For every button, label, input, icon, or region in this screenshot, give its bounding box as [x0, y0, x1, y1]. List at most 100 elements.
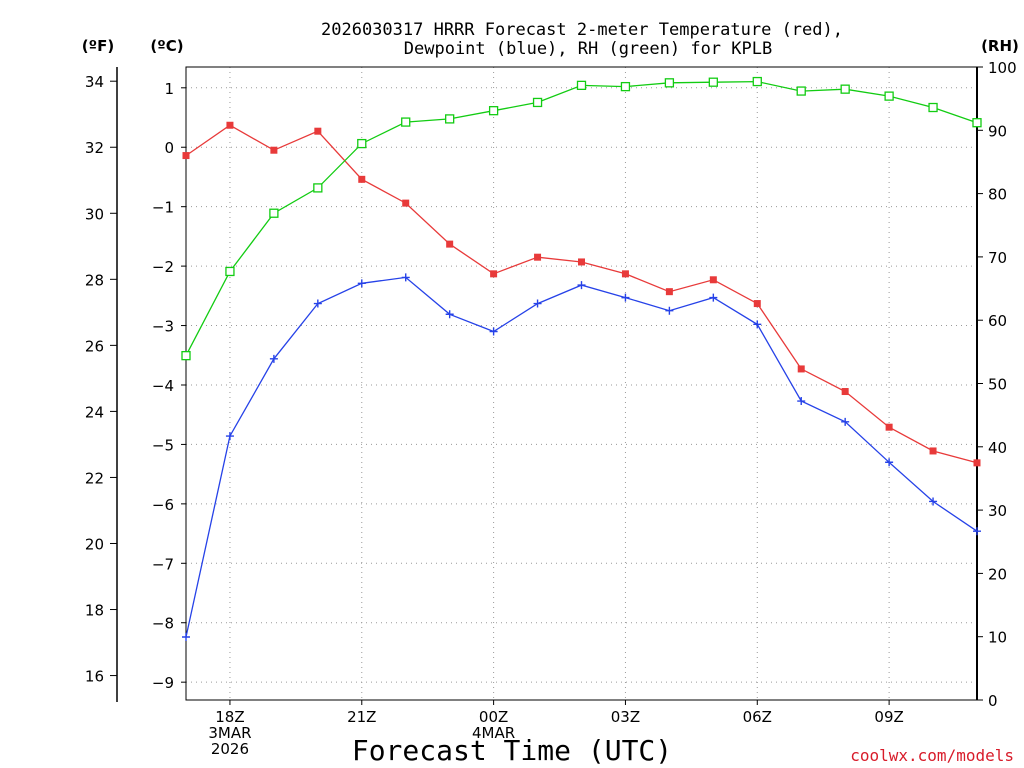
- x-tick-label: 18Z: [215, 708, 244, 726]
- x-tick-label: 21Z: [347, 708, 376, 726]
- grid-lines: [186, 67, 977, 700]
- celsius-tick-label: −3: [152, 318, 174, 336]
- rh-point: [840, 84, 850, 94]
- fahrenheit-tick-label: 22: [85, 469, 104, 487]
- rh-point: [576, 80, 587, 91]
- dewpoint-point: [489, 327, 498, 336]
- 2-meter-temperature-point: [490, 270, 498, 278]
- 2-meter-temperature-point: [578, 258, 585, 266]
- 2-meter-temperature-point: [841, 388, 849, 396]
- plot-area-frame: [185, 66, 978, 701]
- fahrenheit-tick-label: 24: [85, 403, 104, 421]
- dewpoint-point: [797, 397, 806, 406]
- rh-tick-label: 0: [988, 692, 998, 710]
- fahrenheit-unit-label: (ºF): [82, 37, 114, 55]
- dewpoint-point: [885, 458, 894, 467]
- rh-point: [752, 76, 762, 87]
- rh-unit-label: (RH): [981, 37, 1019, 55]
- rh-tick-label: 90: [988, 122, 1007, 140]
- celsius-tick-label: −4: [152, 377, 174, 395]
- 2-meter-temperature-point: [402, 199, 410, 207]
- fahrenheit-tick-label: 20: [85, 535, 104, 553]
- 2-meter-temperature-line: [185, 124, 978, 464]
- celsius-tick-label: 0: [164, 139, 174, 157]
- rh-tick-label: 50: [988, 376, 1007, 394]
- dewpoint-point: [665, 306, 674, 315]
- rh-point: [884, 91, 894, 101]
- chart-title-line2: Dewpoint (blue), RH (green) for KPLB: [404, 39, 772, 59]
- celsius-tick-label: −9: [152, 674, 174, 692]
- rh-line: [185, 80, 978, 356]
- 2-meter-temperature-point: [665, 288, 673, 296]
- rh-point: [620, 81, 631, 92]
- 2-meter-temperature-point: [358, 175, 366, 183]
- celsius-tick-label: −2: [152, 258, 174, 276]
- x-tick-label: 09Z: [874, 708, 903, 726]
- rh-point: [664, 78, 675, 88]
- 2-meter-temperature-point: [753, 300, 761, 308]
- data-series: [181, 76, 982, 641]
- 2-meter-temperature-point: [621, 270, 629, 278]
- 2-meter-temperature-point: [182, 152, 190, 160]
- celsius-tick-label: 1: [164, 80, 174, 98]
- rh-point: [708, 77, 718, 87]
- rh-point: [445, 114, 455, 124]
- dewpoint-line: [185, 276, 978, 638]
- 2-meter-temperature-point: [973, 459, 981, 467]
- fahrenheit-tick-label: 32: [85, 139, 104, 157]
- x-tick-label: 00Z: [479, 708, 508, 726]
- rh-point: [313, 183, 323, 193]
- 2-meter-temperature-point: [797, 365, 805, 373]
- dewpoint-point: [753, 320, 762, 329]
- rh-point: [269, 208, 279, 218]
- 2-meter-temperature-point: [709, 276, 717, 284]
- fahrenheit-tick-label: 16: [85, 668, 104, 686]
- x-tick-label: 3MAR: [208, 724, 251, 742]
- dewpoint-point: [709, 293, 718, 302]
- chart-title-line1: 2026030317 HRRR Forecast 2-meter Tempera…: [321, 20, 843, 40]
- x-tick-label: 2026: [211, 740, 249, 758]
- dewpoint-point: [357, 279, 366, 288]
- fahrenheit-tick-label: 18: [85, 602, 104, 620]
- 2-meter-temperature-point: [226, 121, 234, 129]
- rh-point: [972, 118, 982, 128]
- rh-point: [796, 86, 806, 96]
- 2-meter-temperature-point: [446, 240, 454, 248]
- rh-tick-label: 70: [988, 249, 1007, 267]
- celsius-tick-label: −6: [152, 496, 174, 514]
- 2-meter-temperature-point: [270, 146, 278, 154]
- celsius-tick-label: −8: [152, 615, 174, 633]
- x-tick-label: 4MAR: [472, 724, 515, 742]
- rh-tick-label: 100: [988, 59, 1017, 77]
- dewpoint-point: [841, 417, 850, 426]
- rh-point: [532, 97, 543, 108]
- rh-point: [225, 266, 235, 277]
- rh-point: [928, 102, 938, 113]
- dewpoint-point: [577, 281, 586, 290]
- dewpoint-point: [182, 632, 190, 641]
- dewpoint-point: [929, 497, 938, 506]
- dewpoint-point: [445, 310, 454, 319]
- 2-meter-temperature-point: [929, 447, 937, 455]
- dewpoint-point: [269, 354, 278, 363]
- fahrenheit-tick-label: 30: [85, 205, 104, 223]
- rh-point: [401, 117, 411, 127]
- x-axis-label: Forecast Time (UTC): [352, 734, 672, 767]
- dewpoint-point: [401, 273, 410, 282]
- 2-meter-temperature-point: [314, 127, 322, 135]
- 2-meter-temperature-point: [885, 423, 893, 431]
- x-tick-label: 03Z: [611, 708, 640, 726]
- fahrenheit-tick-label: 28: [85, 271, 104, 289]
- 2-meter-temperature-point: [534, 253, 542, 261]
- rh-tick-label: 60: [988, 312, 1007, 330]
- dewpoint-point: [621, 293, 630, 302]
- celsius-tick-label: −7: [152, 555, 174, 573]
- credit-text: coolwx.com/models: [850, 746, 1014, 765]
- rh-tick-label: 80: [988, 186, 1007, 204]
- celsius-unit-label: (ºC): [150, 37, 183, 55]
- dewpoint-point: [313, 299, 322, 308]
- celsius-tick-label: −1: [152, 199, 174, 217]
- dewpoint-point: [533, 299, 542, 308]
- x-tick-label: 06Z: [743, 708, 772, 726]
